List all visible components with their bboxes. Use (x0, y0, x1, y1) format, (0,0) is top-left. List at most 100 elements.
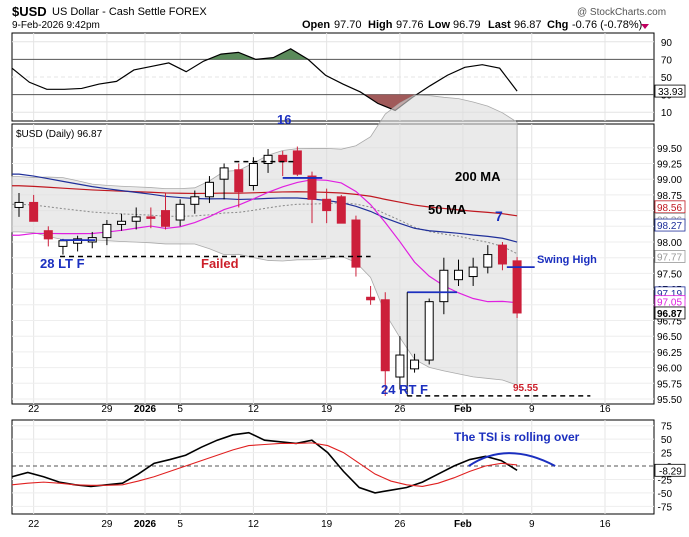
rsi-oversold-fill (364, 94, 417, 111)
watermark: @ StockCharts.com (577, 7, 666, 18)
x-tick-label: 29 (101, 404, 113, 415)
annotation-swing-high: Swing High (537, 254, 597, 266)
symbol-label: $USD (12, 4, 47, 19)
candle-body (439, 269, 449, 303)
price-value-label: 97.77 (657, 252, 682, 263)
candle-body (322, 198, 332, 212)
band-midline (12, 202, 518, 255)
candle-body (234, 169, 244, 193)
ma200-line (12, 185, 518, 217)
price-legend: $USD (Daily) 96.87 (16, 129, 103, 140)
x-tick-label: 22 (28, 519, 40, 530)
price-tick-label: 96.00 (657, 364, 682, 375)
price-tick-label: 96.75 (657, 317, 682, 328)
tsi-tick-label: 50 (661, 435, 673, 446)
last-value: 96.87 (514, 19, 542, 31)
price-value-box (654, 306, 686, 320)
tsi-last-value-label: -8.29 (659, 466, 682, 477)
annotation-50-ma: 50 MA (428, 202, 467, 217)
candle-body (29, 201, 39, 222)
price-tick-label: 99.00 (657, 175, 682, 186)
candle-body (512, 260, 522, 314)
candle-body (175, 203, 185, 221)
x-tick-label: 29 (101, 519, 113, 530)
candle-body (380, 299, 390, 372)
candle-body (204, 181, 214, 198)
candle-body (497, 244, 507, 265)
tsi-indicator (11, 431, 556, 494)
rsi-indicator (11, 48, 518, 112)
candle-body (14, 201, 24, 208)
tsi-signal-line (11, 442, 518, 487)
candle-body (336, 196, 346, 224)
x-tick-label: Feb (454, 519, 472, 530)
slow-ma-line (12, 173, 518, 243)
candle-body (454, 269, 463, 281)
tsi-tick-label: 75 (661, 422, 673, 433)
ohlc-readout: Open 97.70 High 97.76 Low 96.79 Last 96.… (302, 19, 649, 31)
x-tick-label: 9 (529, 519, 535, 530)
annotation-24-rt-f: 24 RT F (381, 382, 428, 397)
annotation-16: 16 (277, 112, 291, 127)
x-tick-label: 22 (28, 404, 40, 415)
axes: 22 29 2026 5 12 19 26 Feb 9 16 22 29 2026 5 12 19 26 Feb 9… (28, 38, 686, 530)
candle-body (263, 154, 273, 164)
price-value-label: 98.56 (657, 203, 682, 214)
rsi-tick-label: 70 (661, 55, 673, 66)
candle-body (190, 196, 200, 205)
tsi-last-value-box (654, 463, 686, 477)
x-tick-label: 5 (177, 519, 183, 530)
x-tick-label: 12 (248, 404, 260, 415)
last-label: Last (488, 19, 511, 31)
price-value-box (654, 218, 686, 232)
price-tick-label: 95.50 (657, 395, 682, 406)
candle-body (43, 230, 53, 240)
rsi-line (11, 48, 518, 112)
price-tick-label: 95.75 (657, 379, 682, 390)
x-tick-label: 16 (599, 519, 611, 530)
x-tick-label: 16 (599, 404, 611, 415)
ma50-line (12, 179, 518, 304)
candle-body (366, 296, 376, 301)
chg-value: -0.76 (-0.78%) (572, 19, 642, 31)
candle-body (395, 354, 405, 378)
open-value: 97.70 (334, 19, 362, 31)
price-tick-label: 98.00 (657, 238, 682, 249)
candle-body (58, 240, 68, 247)
candle-body (219, 167, 229, 180)
x-tick-label: Feb (454, 404, 472, 415)
tsi-panel (11, 419, 655, 515)
bollinger-band (11, 94, 518, 386)
price-tick-label: 96.50 (657, 332, 682, 343)
candle-body (73, 238, 83, 244)
annotation-failed: Failed (201, 256, 239, 271)
price-tick-label: 96.25 (657, 348, 682, 359)
price-value-label: 97.05 (657, 298, 682, 309)
instrument-name: US Dollar - Cash Settle FOREX (52, 6, 207, 18)
price-value-box (654, 200, 686, 214)
annotation-95-55: 95.55 (513, 383, 538, 394)
candle-body (483, 254, 493, 268)
price-value-label: 97.19 (657, 289, 682, 300)
tsi-tick-label: -25 (658, 475, 673, 486)
annotation-7: 7 (495, 208, 503, 224)
x-tick-label: 9 (529, 404, 535, 415)
rsi-tick-label: 90 (661, 38, 673, 49)
open-label: Open (302, 19, 330, 31)
rsi-tick-label: 50 (661, 73, 673, 84)
rsi-overbought-fill (207, 48, 309, 60)
candle-body (424, 301, 434, 361)
tsi-tick-label: 25 (661, 449, 673, 460)
tsi-tick-label: -50 (658, 489, 673, 500)
candle-body (161, 210, 170, 227)
candle-body (117, 220, 127, 225)
candle-body (351, 219, 361, 268)
x-tick-label: 26 (394, 519, 406, 530)
low-value: 96.79 (453, 19, 481, 31)
price-tick-label: 99.25 (657, 160, 682, 171)
candle-body (102, 223, 112, 239)
x-tick-label: 2026 (134, 404, 157, 415)
low-label: Low (428, 19, 450, 31)
candle-body (292, 150, 302, 175)
annotation-28-lt-f: 28 LT F (40, 256, 85, 271)
